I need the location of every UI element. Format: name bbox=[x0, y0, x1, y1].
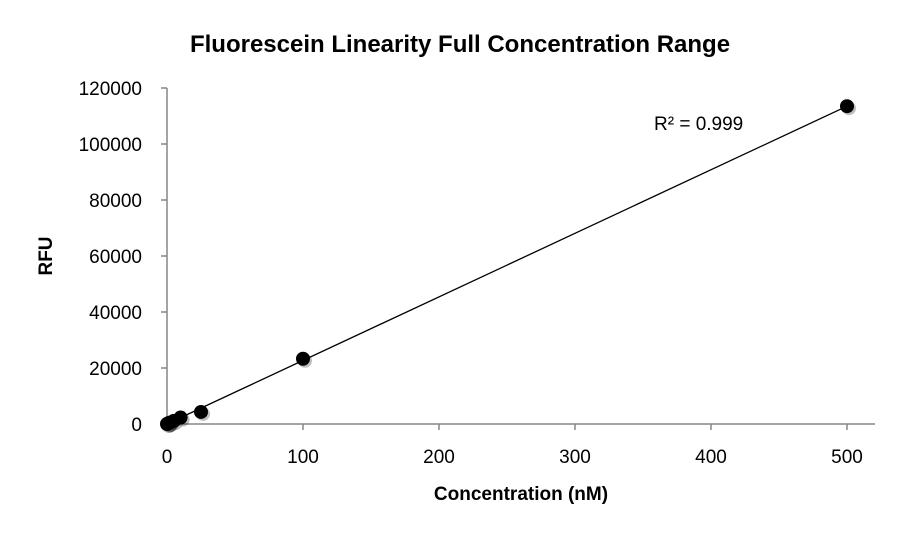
x-tick-label: 0 bbox=[162, 447, 173, 468]
x-axis-title: Concentration (nM) bbox=[434, 484, 608, 505]
data-point bbox=[296, 351, 310, 366]
y-tick-label: 20000 bbox=[89, 359, 142, 380]
r-squared-label: R² = 0.999 bbox=[654, 114, 743, 135]
chart-title: Fluorescein Linearity Full Concentration… bbox=[190, 31, 730, 58]
y-tick-label: 0 bbox=[131, 415, 142, 436]
y-ticks: 0 20000 40000 60000 80000 100000 120000 bbox=[79, 79, 167, 436]
trendline bbox=[166, 105, 848, 425]
y-tick-label: 80000 bbox=[89, 191, 142, 212]
x-tick-label: 400 bbox=[695, 447, 727, 468]
data-point bbox=[840, 99, 854, 114]
x-ticks: 0 100 200 300 400 500 bbox=[162, 424, 863, 468]
y-tick-label: 100000 bbox=[79, 135, 142, 156]
y-axis-title: RFU bbox=[36, 236, 57, 275]
y-tick-label: 40000 bbox=[89, 303, 142, 324]
x-tick-label: 500 bbox=[831, 447, 863, 468]
data-points bbox=[160, 99, 856, 433]
y-tick-label: 120000 bbox=[79, 79, 142, 100]
y-tick-label: 60000 bbox=[89, 247, 142, 268]
x-tick-label: 200 bbox=[423, 447, 455, 468]
data-point bbox=[194, 404, 208, 419]
x-tick-label: 100 bbox=[287, 447, 319, 468]
x-tick-label: 300 bbox=[559, 447, 591, 468]
data-point bbox=[173, 410, 188, 425]
